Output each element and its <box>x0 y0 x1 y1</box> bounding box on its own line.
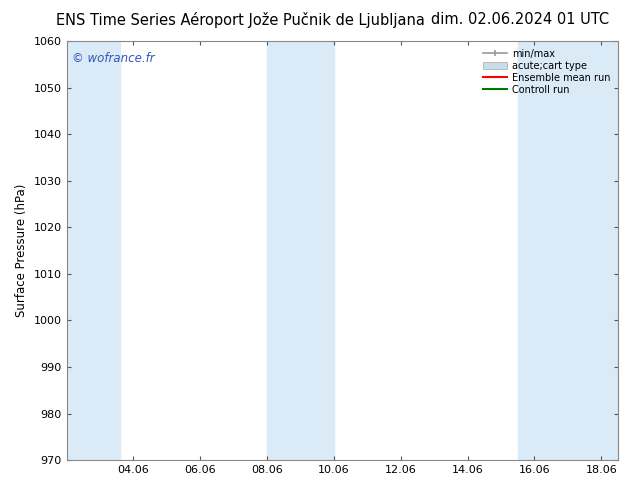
Text: ENS Time Series Aéroport Jože Pučnik de Ljubljana: ENS Time Series Aéroport Jože Pučnik de … <box>56 12 425 28</box>
Bar <box>518 41 618 460</box>
Y-axis label: Surface Pressure (hPa): Surface Pressure (hPa) <box>15 184 28 318</box>
Bar <box>67 41 120 460</box>
Legend: min/max, acute;cart type, Ensemble mean run, Controll run: min/max, acute;cart type, Ensemble mean … <box>480 46 613 98</box>
Text: dim. 02.06.2024 01 UTC: dim. 02.06.2024 01 UTC <box>431 12 609 27</box>
Text: © wofrance.fr: © wofrance.fr <box>72 51 155 65</box>
Bar <box>267 41 334 460</box>
